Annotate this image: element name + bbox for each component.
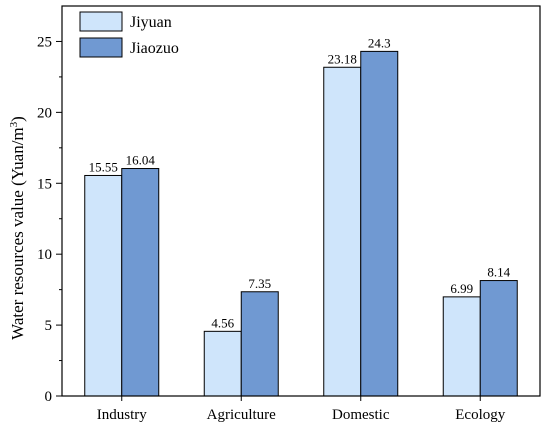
plot-area: 15.55 16.04 4.56 7.35 23.18 24.3 6.99 8.14: [84, 35, 518, 397]
legend-swatch-jiaozuo: [79, 37, 123, 58]
data-label-jiyuan-ecology: 6.99: [450, 281, 473, 296]
y-tick-label-25: 25: [37, 34, 52, 50]
data-label-jiyuan-agriculture: 4.56: [211, 315, 234, 330]
y-tick-label-0: 0: [45, 389, 53, 405]
y-tick-label-15: 15: [37, 176, 52, 192]
y-axis-label-suffix: ): [8, 116, 27, 122]
legend-swatch-jiyuan: [79, 11, 123, 32]
bar-jiaozuo-domestic: [360, 50, 399, 397]
y-axis-label-superscript: 3: [8, 121, 20, 127]
y-axis-label: Water resources value (Yuan/m3): [8, 116, 27, 340]
plot-frame: [61, 5, 541, 397]
bar-jiyuan-industry: [84, 174, 123, 397]
y-axis-label-main: Water resources value (Yuan/m: [8, 127, 27, 339]
data-label-jiaozuo-industry: 16.04: [126, 153, 156, 168]
axes: Industry Agriculture Domestic Ecology 0 5 10 15…: [37, 5, 541, 423]
data-label-jiaozuo-ecology: 8.14: [487, 265, 510, 280]
data-label-jiyuan-domestic: 23.18: [328, 51, 357, 66]
x-tick-label-domestic: Domestic: [332, 407, 390, 423]
bar-jiyuan-domestic: [323, 66, 362, 397]
bar-jiaozuo-ecology: [479, 280, 518, 397]
data-label-jiyuan-industry: 15.55: [89, 159, 118, 174]
bar-jiaozuo-agriculture: [240, 291, 279, 397]
bar-jiaozuo-industry: [121, 168, 160, 397]
legend-label-jiaozuo: Jiaozuo: [130, 40, 179, 57]
legend: Jiyuan Jiaozuo: [79, 11, 179, 58]
data-label-jiaozuo-agriculture: 7.35: [248, 276, 271, 291]
y-tick-label-5: 5: [45, 318, 53, 334]
legend-label-jiyuan: Jiyuan: [130, 14, 172, 31]
y-tick-label-20: 20: [37, 105, 52, 121]
bar-jiyuan-ecology: [442, 296, 481, 397]
bar-jiyuan-agriculture: [203, 330, 242, 397]
y-tick-label-10: 10: [37, 247, 52, 263]
x-tick-label-industry: Industry: [97, 407, 147, 423]
data-label-jiaozuo-domestic: 24.3: [368, 35, 391, 50]
x-tick-label-ecology: Ecology: [455, 407, 505, 423]
x-tick-label-agriculture: Agriculture: [207, 407, 276, 423]
